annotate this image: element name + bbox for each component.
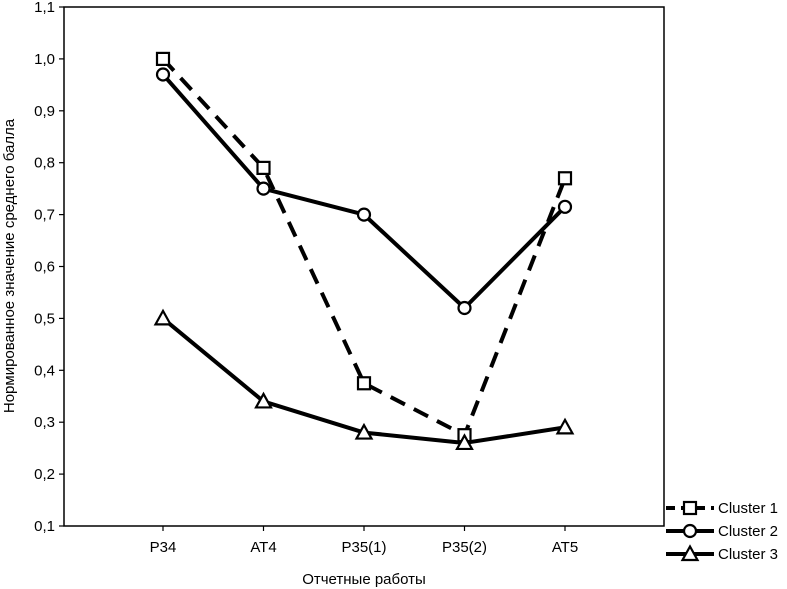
legend: Cluster 1 Cluster 2 Cluster 3: [666, 500, 778, 563]
plot-frame: [63, 6, 665, 527]
y-tick-label: 0,1: [34, 518, 55, 535]
series-2: [155, 67, 573, 316]
series-1: [155, 51, 573, 443]
series-3: [153, 308, 575, 451]
x-tick-label: АТ5: [552, 539, 578, 556]
y-axis-title: Нормированное значение среднего балла: [1, 118, 18, 413]
legend-label: Cluster 1: [718, 500, 778, 517]
legend-item: Cluster 2: [666, 523, 778, 540]
data-point-marker: [457, 300, 472, 316]
data-point-marker: [256, 160, 271, 175]
x-tick-label: АТ4: [250, 539, 276, 556]
data-point-marker: [555, 417, 575, 435]
y-tick-label: 1,0: [34, 51, 55, 68]
y-tick-label: 1,1: [34, 0, 55, 16]
data-point-marker: [455, 433, 474, 451]
legend-label: Cluster 2: [718, 523, 778, 540]
legend-item: Cluster 3: [666, 544, 778, 563]
data-point-marker: [557, 199, 573, 214]
legend-marker: [680, 544, 700, 562]
legend-marker: [682, 500, 698, 516]
data-point-marker: [155, 67, 171, 82]
y-tick-label: 0,7: [34, 207, 55, 224]
data-point-marker: [356, 376, 372, 391]
legend-label: Cluster 3: [718, 546, 778, 563]
x-tick-label: Р35(1): [341, 539, 386, 556]
data-point-marker: [557, 171, 573, 186]
legend-item: Cluster 1: [666, 500, 778, 517]
y-tick-label: 0,4: [34, 362, 55, 379]
series-line: [161, 73, 567, 311]
data-point-marker: [256, 181, 271, 196]
y-tick-label: 0,9: [34, 103, 55, 120]
x-tick-label: Р34: [150, 539, 177, 556]
x-axis: Р34 АТ4 Р35(1) Р35(2) АТ5: [150, 526, 578, 556]
y-axis: 0,1 0,2 0,3 0,4 0,5 0,6 0,7 0,8 0,9 1,0 1,1: [34, 0, 64, 535]
y-tick-label: 0,5: [34, 310, 55, 327]
data-point-marker: [155, 51, 171, 67]
legend-marker: [682, 523, 698, 539]
y-tick-label: 0,6: [34, 259, 55, 276]
data-point-marker: [356, 207, 372, 222]
x-tick-label: Р35(2): [442, 539, 487, 556]
y-tick-label: 0,3: [34, 414, 55, 431]
data-point-marker: [354, 422, 374, 440]
y-tick-label: 0,8: [34, 155, 55, 172]
x-axis-title: Отчетные работы: [302, 571, 426, 588]
y-tick-label: 0,2: [34, 466, 55, 483]
data-point-marker: [254, 391, 273, 409]
data-point-marker: [153, 308, 173, 326]
series-layer: [153, 51, 575, 451]
